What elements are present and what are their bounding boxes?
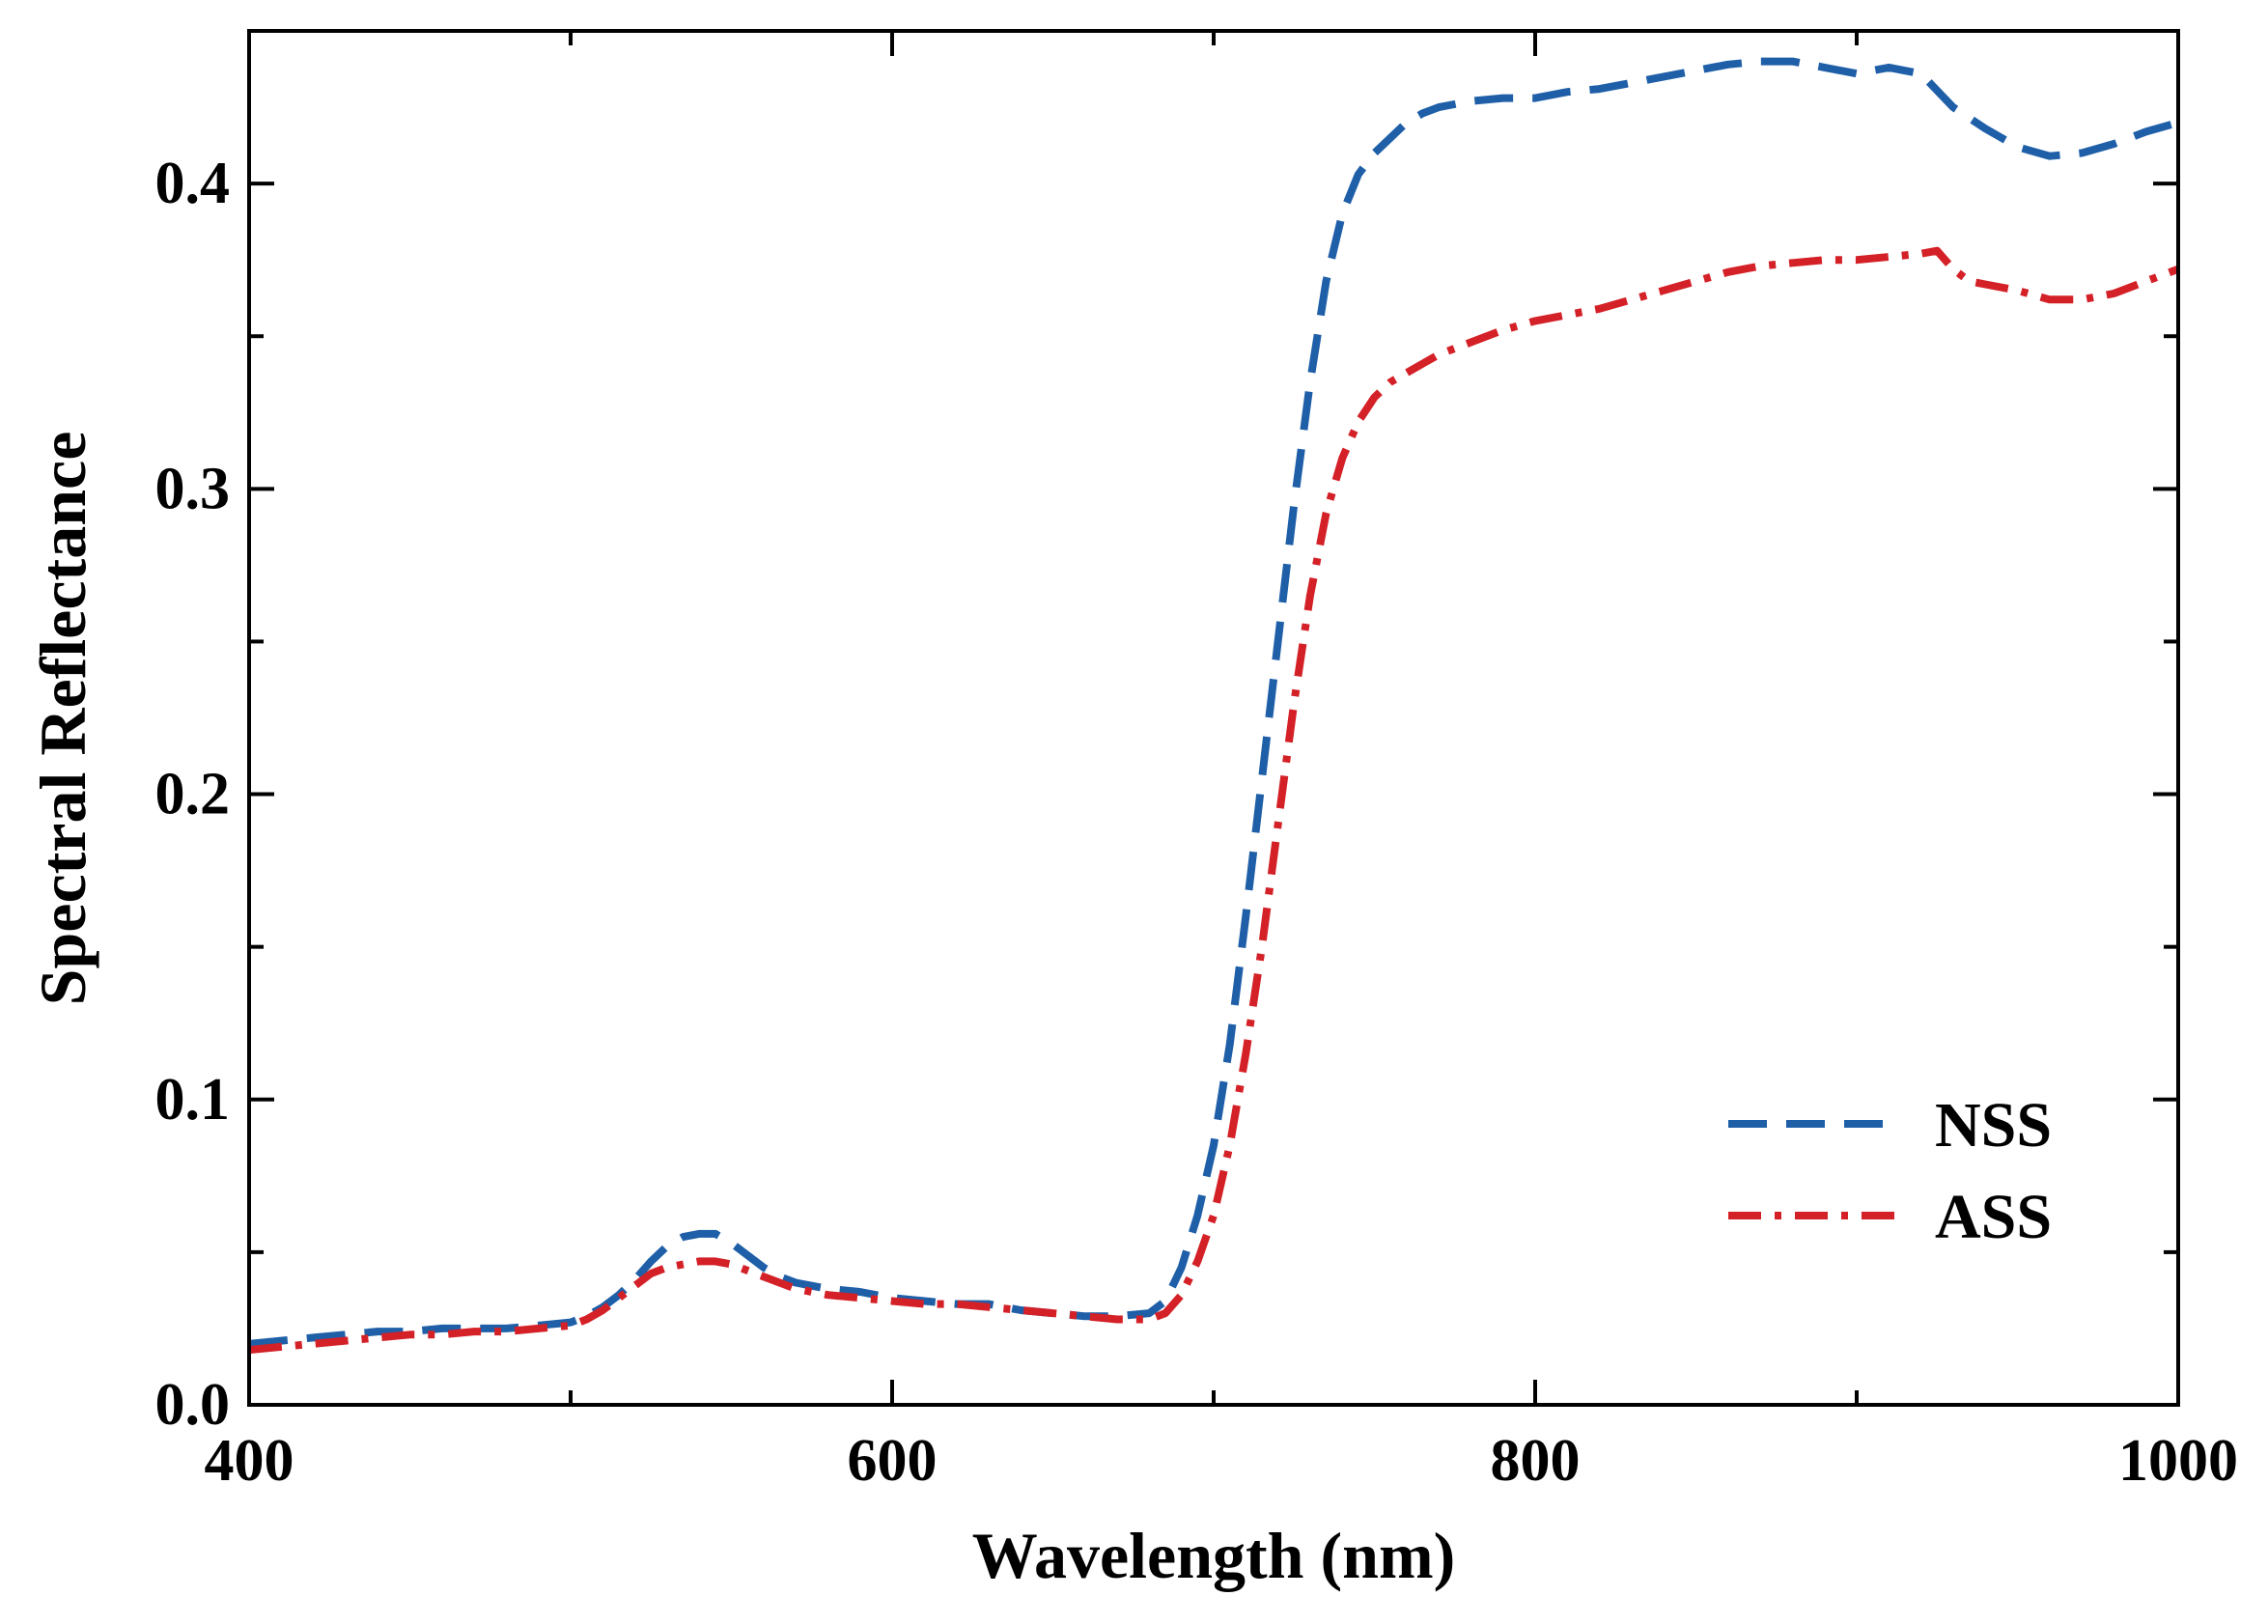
x-tick-label: 600: [848, 1428, 938, 1494]
x-axis-title: Wavelength (nm): [972, 1519, 1456, 1592]
y-tick-label: 0.3: [155, 456, 231, 521]
series-line-nss: [248, 57, 2180, 1348]
series-layer: [248, 57, 2180, 1355]
y-tick-label: 0.1: [155, 1067, 231, 1133]
y-axis-title: Spectral Reflectance: [26, 432, 99, 1006]
x-tick-label: 400: [205, 1428, 294, 1494]
x-tick-label: 800: [1491, 1428, 1581, 1494]
legend-label-ass: ASS: [1935, 1182, 2052, 1252]
y-tick-label: 0.2: [155, 762, 231, 827]
y-tick-label: 0.4: [155, 151, 231, 216]
legend: NSS ASS: [1728, 1090, 2052, 1252]
legend-label-nss: NSS: [1935, 1090, 2052, 1161]
y-tick-label: 0.0: [155, 1372, 231, 1438]
ticks-layer: [247, 31, 2180, 1407]
series-line-ass: [248, 246, 2180, 1355]
x-tick-label: 1000: [2118, 1428, 2238, 1494]
tick-labels-layer: 400 600 800 1000 0.0 0.1 0.2 0.3 0.4: [155, 151, 2239, 1494]
